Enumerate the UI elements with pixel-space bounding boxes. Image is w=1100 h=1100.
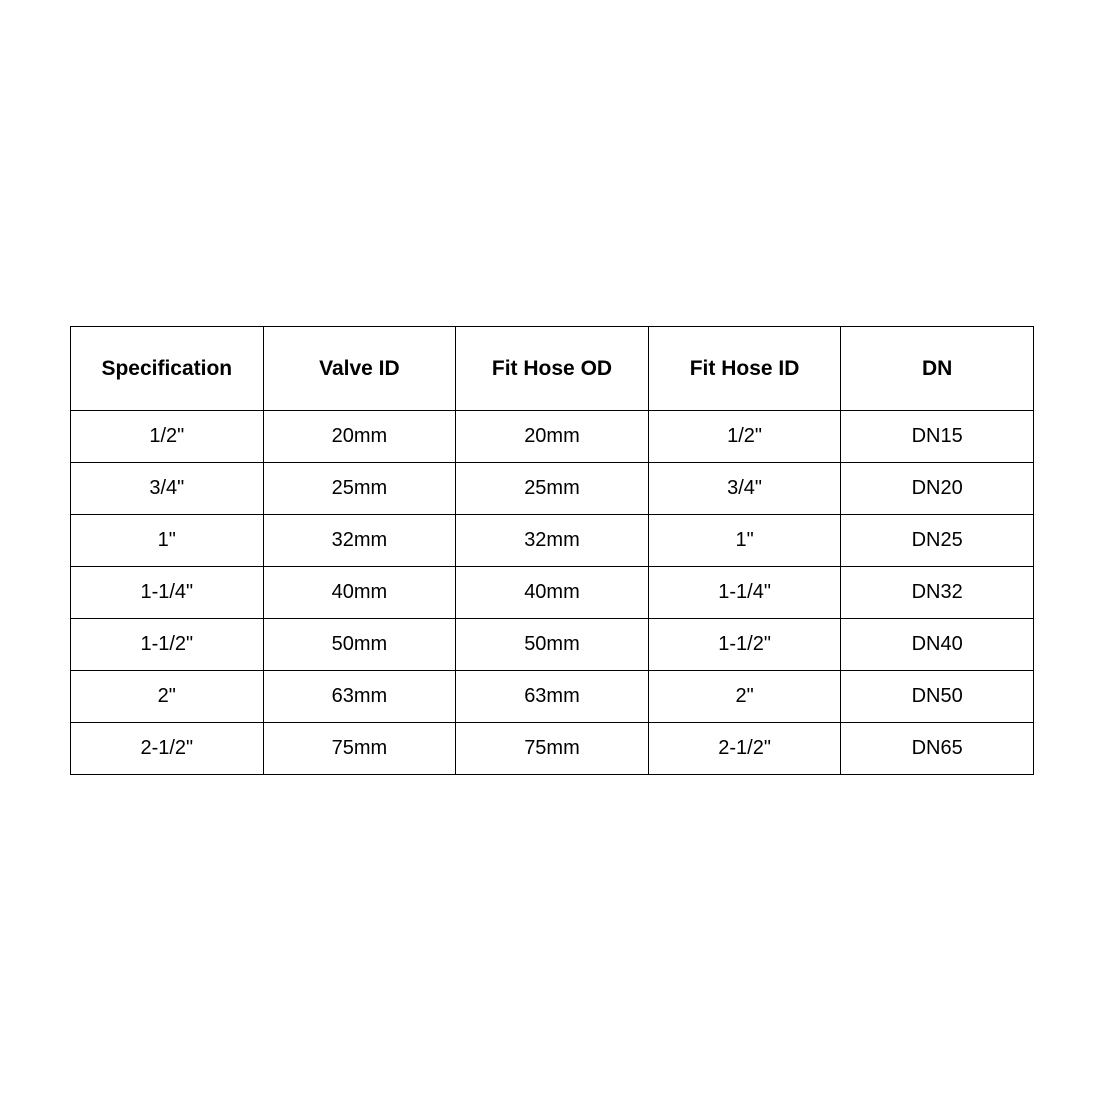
table-cell: 40mm [262,566,457,619]
table-cell: DN32 [840,566,1034,619]
table-cell: DN50 [840,670,1034,723]
table-cell: 20mm [455,410,649,463]
table-row: 1-1/2" 50mm 50mm 1-1/2" DN40 [70,618,1034,671]
table-cell: 32mm [262,514,457,567]
table-row: 2" 63mm 63mm 2" DN50 [70,670,1034,723]
table-cell: 50mm [262,618,457,671]
table-cell: 1-1/4" [647,566,842,619]
table-cell: DN65 [840,722,1034,775]
table-cell: 1" [647,514,842,567]
table-cell: 20mm [262,410,457,463]
header-dn: DN [840,326,1034,411]
table-cell: 75mm [262,722,457,775]
table-cell: 1-1/2" [647,618,842,671]
table-cell: 2" [70,670,264,723]
table-cell: 3/4" [70,462,264,515]
table-cell: 1" [70,514,264,567]
header-fit-hose-id: Fit Hose ID [647,326,842,411]
header-specification: Specification [70,326,264,411]
header-row: Specification Valve ID Fit Hose OD Fit H… [70,326,1034,411]
table-cell: 1/2" [70,410,264,463]
table-row: 3/4" 25mm 25mm 3/4" DN20 [70,462,1034,515]
table-cell: 2-1/2" [70,722,264,775]
table-cell: 1/2" [647,410,842,463]
table-cell: 1-1/2" [70,618,264,671]
header-fit-hose-od: Fit Hose OD [455,326,649,411]
table-cell: 63mm [262,670,457,723]
table-cell: DN20 [840,462,1034,515]
table-cell: DN15 [840,410,1034,463]
header-valve-id: Valve ID [262,326,457,411]
table-cell: 2-1/2" [647,722,842,775]
table-row: 1/2" 20mm 20mm 1/2" DN15 [70,410,1034,463]
table-cell: 40mm [455,566,649,619]
table-cell: 3/4" [647,462,842,515]
table-row: 1-1/4" 40mm 40mm 1-1/4" DN32 [70,566,1034,619]
spec-table: Specification Valve ID Fit Hose OD Fit H… [70,326,1034,775]
table-cell: 75mm [455,722,649,775]
table-row: 2-1/2" 75mm 75mm 2-1/2" DN65 [70,722,1034,775]
table-cell: 32mm [455,514,649,567]
table-cell: 25mm [455,462,649,515]
table-cell: 25mm [262,462,457,515]
table-row: 1" 32mm 32mm 1" DN25 [70,514,1034,567]
table-cell: DN40 [840,618,1034,671]
table-cell: 63mm [455,670,649,723]
table-cell: 50mm [455,618,649,671]
table-cell: 2" [647,670,842,723]
table-cell: DN25 [840,514,1034,567]
table-cell: 1-1/4" [70,566,264,619]
